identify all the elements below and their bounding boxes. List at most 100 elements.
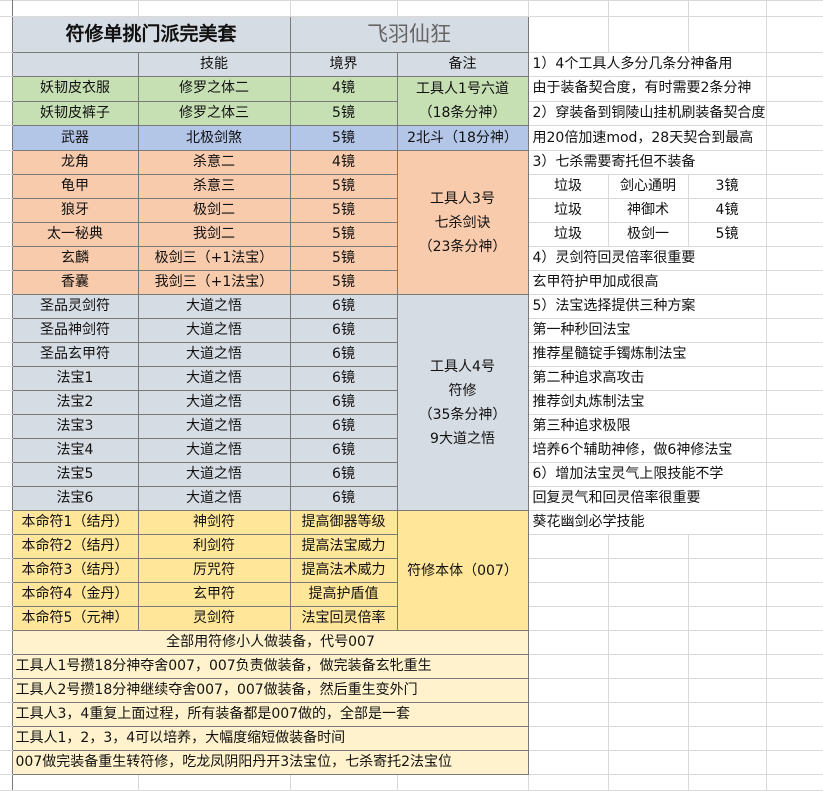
skill-cell[interactable]: 大道之悟 [137, 486, 291, 511]
row-stub[interactable] [0, 534, 13, 559]
row-stub[interactable] [0, 294, 13, 319]
summary-line[interactable]: 全部用符修小人做装备，代号007 [11, 630, 529, 655]
empty-cell[interactable] [607, 726, 689, 751]
group-note-cell[interactable]: 2北斗（18分神） [396, 125, 529, 151]
empty-cell[interactable] [607, 774, 689, 791]
item-name-cell[interactable]: 武器 [11, 125, 139, 151]
summary-line[interactable]: 工具人1号攒18分神夺舍007，007负责做装备，做完装备玄牝重生 [11, 654, 529, 679]
realm-cell[interactable]: 6镜 [289, 366, 398, 391]
row-stub[interactable] [0, 125, 13, 151]
summary-line[interactable]: 工具人1，2，3，4可以培养，大幅度缩短做装备时间 [11, 726, 529, 751]
item-name-cell[interactable]: 本命符2（结丹） [11, 534, 139, 559]
empty-cell[interactable] [765, 774, 823, 791]
realm-cell[interactable]: 5镜 [289, 246, 398, 271]
empty-cell[interactable] [765, 100, 823, 126]
trash-item-cell[interactable]: 垃圾 [527, 174, 609, 199]
realm-cell[interactable]: 提高法宝威力 [289, 534, 398, 559]
note-line[interactable]: 回复灵气和回灵倍率很重要 [527, 486, 767, 511]
column-header[interactable] [11, 52, 139, 77]
empty-cell[interactable] [765, 174, 823, 199]
note-line[interactable]: 由于装备契合度，有时需要2条分神 [527, 76, 767, 102]
empty-cell[interactable] [765, 318, 823, 343]
row-stub[interactable] [0, 558, 13, 583]
realm-cell[interactable]: 4镜 [289, 150, 398, 175]
sheet-subtitle[interactable]: 飞羽仙狂 [289, 16, 529, 53]
realm-cell[interactable]: 6镜 [289, 486, 398, 511]
row-stub[interactable] [0, 606, 13, 631]
empty-cell[interactable] [765, 270, 823, 295]
group-note-cell[interactable]: 工具人3号 七杀剑诀 （23条分神） [396, 150, 529, 295]
skill-cell[interactable]: 极剑二 [137, 198, 291, 223]
skill-cell[interactable]: 神剑符 [137, 510, 291, 535]
empty-cell[interactable] [765, 606, 823, 631]
empty-cell[interactable] [607, 558, 689, 583]
empty-cell[interactable] [0, 0, 13, 17]
empty-cell[interactable] [765, 414, 823, 439]
empty-cell[interactable] [607, 702, 689, 727]
empty-cell[interactable] [527, 678, 609, 703]
empty-cell[interactable] [765, 582, 823, 607]
empty-cell[interactable] [765, 198, 823, 223]
item-name-cell[interactable]: 法宝4 [11, 438, 139, 463]
empty-cell[interactable] [765, 462, 823, 487]
row-stub[interactable] [0, 198, 13, 223]
empty-cell[interactable] [137, 0, 291, 17]
skill-cell[interactable]: 我剑三（+1法宝） [137, 270, 291, 295]
note-line[interactable]: 葵花幽剑必学技能 [527, 510, 767, 535]
empty-cell[interactable] [527, 558, 609, 583]
skill-cell[interactable]: 大道之悟 [137, 294, 291, 319]
empty-cell[interactable] [687, 534, 767, 559]
empty-cell[interactable] [765, 630, 823, 655]
skill-cell[interactable]: 杀意三 [137, 174, 291, 199]
realm-cell[interactable]: 5镜 [289, 222, 398, 247]
empty-cell[interactable] [765, 0, 823, 17]
note-line[interactable]: 6）增加法宝灵气上限技能不学 [527, 462, 767, 487]
empty-cell[interactable] [289, 0, 398, 17]
empty-cell[interactable] [687, 582, 767, 607]
empty-cell[interactable] [765, 486, 823, 511]
row-stub[interactable] [0, 654, 13, 679]
group-note-cell[interactable]: 工具人1号六道 （18条分神） [396, 76, 529, 126]
empty-cell[interactable] [137, 774, 291, 791]
summary-line[interactable]: 工具人3，4重复上面过程，所有装备都是007做的，全部是一套 [11, 702, 529, 727]
skill-cell[interactable]: 大道之悟 [137, 414, 291, 439]
realm-cell[interactable]: 5镜 [289, 100, 398, 126]
empty-cell[interactable] [765, 678, 823, 703]
row-stub[interactable] [0, 270, 13, 295]
note-line[interactable]: 2）穿装备到铜陵山挂机刷装备契合度 [527, 100, 767, 126]
empty-cell[interactable] [765, 222, 823, 247]
empty-cell[interactable] [289, 774, 398, 791]
skill-cell[interactable]: 利剑符 [137, 534, 291, 559]
empty-cell[interactable] [687, 606, 767, 631]
skill-cell[interactable]: 玄甲符 [137, 582, 291, 607]
skill-cell[interactable]: 极剑三（+1法宝） [137, 246, 291, 271]
row-stub[interactable] [0, 150, 13, 175]
empty-cell[interactable] [11, 0, 139, 17]
empty-cell[interactable] [607, 582, 689, 607]
item-name-cell[interactable]: 法宝6 [11, 486, 139, 511]
note-line[interactable]: 用20倍加速mod，28天契合到最高 [527, 125, 767, 151]
empty-cell[interactable] [687, 774, 767, 791]
empty-cell[interactable] [527, 582, 609, 607]
empty-cell[interactable] [11, 774, 139, 791]
item-name-cell[interactable]: 妖韧皮衣服 [11, 76, 139, 102]
empty-cell[interactable] [687, 678, 767, 703]
skill-cell[interactable]: 大道之悟 [137, 390, 291, 415]
skill-cell[interactable]: 灵剑符 [137, 606, 291, 631]
item-name-cell[interactable]: 龟甲 [11, 174, 139, 199]
trash-item-cell[interactable]: 垃圾 [527, 198, 609, 223]
item-name-cell[interactable]: 妖韧皮裤子 [11, 100, 139, 126]
trash-item-cell[interactable]: 剑心通明 [607, 174, 689, 199]
empty-cell[interactable] [527, 750, 609, 775]
row-stub[interactable] [0, 16, 13, 53]
realm-cell[interactable]: 6镜 [289, 318, 398, 343]
realm-cell[interactable]: 6镜 [289, 342, 398, 367]
item-name-cell[interactable]: 圣品玄甲符 [11, 342, 139, 367]
empty-cell[interactable] [527, 16, 609, 53]
row-stub[interactable] [0, 702, 13, 727]
skill-cell[interactable]: 大道之悟 [137, 342, 291, 367]
empty-cell[interactable] [607, 0, 689, 17]
empty-cell[interactable] [527, 606, 609, 631]
empty-cell[interactable] [607, 750, 689, 775]
group-note-cell[interactable]: 符修本体（007） [396, 510, 529, 631]
